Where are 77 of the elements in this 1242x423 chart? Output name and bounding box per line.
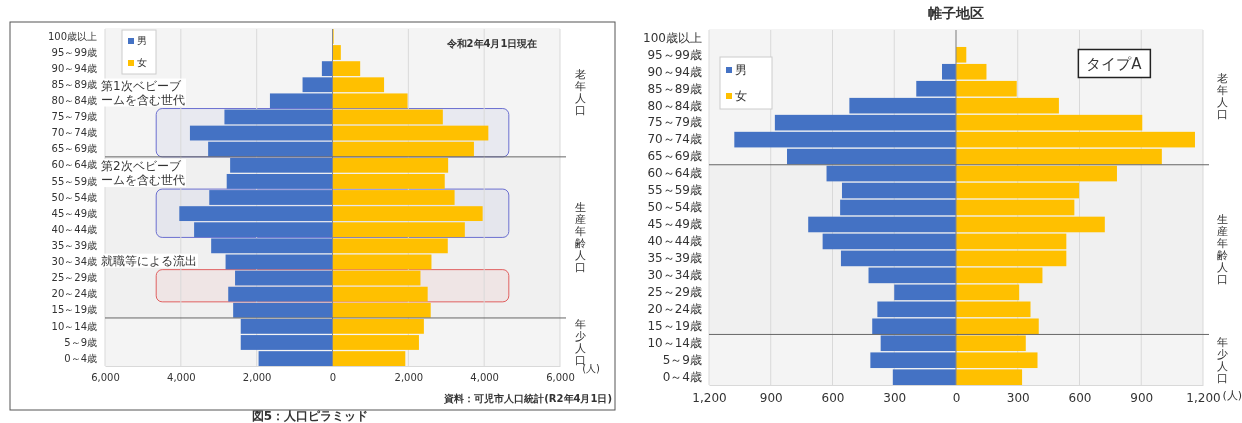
x-tick-label: 300 [1006, 390, 1030, 405]
x-tick-label: 300 [883, 390, 907, 405]
y-tick-label: 10～14歳 [647, 336, 702, 351]
y-tick-label: 0～4歳 [64, 352, 97, 364]
legend-label: 男 [137, 35, 147, 46]
y-tick-label: 50～54歳 [51, 191, 97, 203]
x-tick-label: 2,000 [242, 372, 272, 384]
y-tick-label: 45～49歳 [647, 217, 702, 232]
y-tick-label: 75～79歳 [51, 111, 97, 123]
y-tick-label: 95～99歳 [51, 46, 97, 58]
y-tick-label: 80～84歳 [647, 98, 702, 113]
y-tick-label: 50～54歳 [647, 200, 702, 215]
y-tick-label: 0～4歳 [662, 370, 702, 385]
band-label: 第1次ベビーブームを含む世代 [101, 78, 185, 107]
y-tick-label: 100歳以上 [47, 30, 97, 42]
y-tick-label: 25～29歳 [51, 272, 97, 284]
x-axis-title: (人) [1222, 389, 1242, 402]
x-tick-label: 6,000 [91, 372, 120, 384]
band-label: 老年人口 [1216, 72, 1228, 122]
band-label: 生産年齢人口 [1216, 213, 1228, 287]
y-tick-label: 15～19歳 [647, 319, 702, 334]
y-tick-label: 20～24歳 [647, 302, 702, 317]
y-tick-label: 45～49歳 [51, 207, 97, 219]
y-tick-label: 100歳以上 [643, 30, 702, 45]
y-tick-label: 75～79歳 [647, 115, 702, 130]
y-tick-label: 40～44歳 [51, 223, 97, 235]
x-tick-label: 900 [759, 390, 783, 405]
x-tick-label: 1,200 [1186, 390, 1221, 405]
y-tick-label: 10～14歳 [51, 320, 97, 332]
legend-label: 男 [735, 62, 747, 77]
x-tick-label: 600 [1068, 390, 1092, 405]
y-tick-label: 25～29歳 [647, 285, 702, 300]
caption: 図5：人口ピラミッド [251, 408, 369, 423]
y-tick-label: 55～59歳 [647, 183, 702, 198]
x-tick-label: 1,200 [692, 390, 727, 405]
band-label: 就職等による流出 [101, 253, 197, 268]
y-tick-label: 5～9歳 [64, 336, 97, 348]
y-tick-label: 65～69歳 [647, 149, 702, 164]
y-tick-label: 35～39歳 [51, 240, 97, 252]
x-tick-label: 900 [1130, 390, 1154, 405]
y-tick-label: 20～24歳 [51, 288, 97, 300]
y-tick-label: 55～59歳 [51, 175, 97, 187]
y-tick-label: 70～74歳 [51, 127, 97, 139]
x-tick-label: 2,000 [394, 372, 424, 384]
band-label: 老年人口 [574, 68, 586, 118]
legend-label: 女 [137, 57, 147, 68]
y-tick-label: 90～94歳 [647, 64, 702, 79]
x-axis-title: (人) [582, 363, 601, 374]
x-tick-label: 4,000 [167, 372, 196, 384]
x-tick-label: 4,000 [470, 372, 499, 384]
band-label: 生産年齢人口 [574, 201, 586, 275]
y-tick-label: 90～94歳 [51, 62, 97, 74]
legend-label: 女 [735, 88, 747, 103]
y-tick-label: 95～99歳 [647, 47, 702, 62]
annotation: 令和2年4月1日現在 [445, 38, 538, 49]
y-tick-label: 65～69歳 [51, 143, 97, 155]
y-tick-label: 70～74歳 [647, 132, 702, 147]
y-tick-label: 30～34歳 [51, 256, 97, 268]
x-tick-label: 600 [821, 390, 845, 405]
y-tick-label: 15～19歳 [51, 304, 97, 316]
y-tick-label: 5～9歳 [662, 353, 702, 368]
y-tick-label: 35～39歳 [647, 251, 702, 266]
y-tick-label: 60～64歳 [647, 166, 702, 181]
annotation: タイプA [1086, 54, 1143, 73]
band-label: 年少人口 [1216, 335, 1228, 385]
x-tick-label: 0 [329, 372, 337, 384]
y-tick-label: 80～84歳 [51, 95, 97, 107]
band-label: 第2次ベビーブームを含む世代 [101, 159, 185, 188]
x-tick-label: 6,000 [546, 372, 575, 384]
y-tick-label: 40～44歳 [647, 234, 702, 249]
y-tick-label: 60～64歳 [51, 159, 97, 171]
chart-title: 帷子地区 [928, 5, 984, 21]
y-tick-label: 30～34歳 [647, 268, 702, 283]
y-tick-label: 85～89歳 [647, 81, 702, 96]
x-tick-label: 0 [952, 390, 961, 405]
y-tick-label: 85～89歳 [51, 78, 97, 90]
text: 資料：可児市人口統計(R2年4月1日) [443, 393, 612, 405]
